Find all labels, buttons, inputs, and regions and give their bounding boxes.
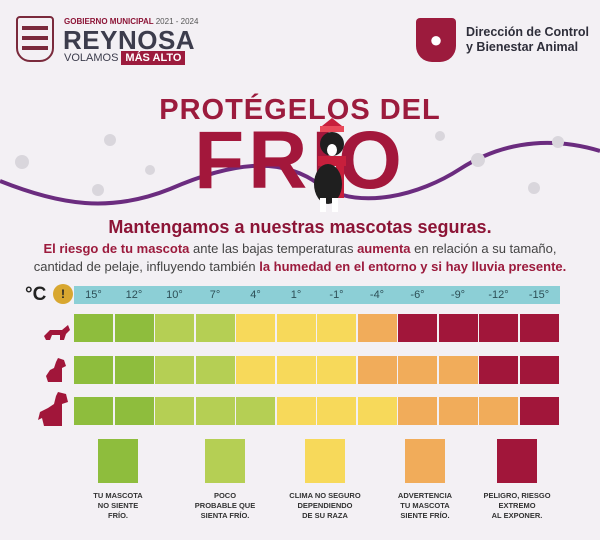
risk-cell — [357, 314, 397, 342]
risk-cell — [236, 314, 275, 342]
risk-cell — [519, 397, 559, 425]
municipal-crest-icon — [16, 16, 54, 62]
risk-cell — [438, 397, 478, 425]
legend-label-line: AL EXPONER. — [491, 511, 543, 520]
risk-cell — [438, 356, 478, 384]
risk-cell — [398, 397, 437, 425]
animal-welfare-logo-icon: ● — [416, 18, 456, 62]
dog-with-hat-illustration — [314, 118, 346, 212]
legend-label-line: ADVERTENCIA — [397, 491, 453, 500]
paw-prints-decoration — [15, 131, 564, 196]
temperature-label: -1° — [329, 289, 344, 301]
legend-label-line: CLIMA NO SEGURO — [289, 491, 361, 500]
risk-cell — [317, 397, 356, 425]
legend-label-line: SIENTA FRÍO. — [200, 511, 250, 520]
legend-label: POCO PROBABLE QUE SIENTA FRÍO. — [177, 491, 273, 521]
risk-cell — [519, 314, 559, 342]
risk-cell — [519, 356, 559, 384]
risk-cell — [479, 356, 518, 384]
body-text-line-2: cantidad de pelaje, influyendo también l… — [33, 259, 567, 274]
risk-cell — [276, 356, 316, 384]
risk-cell — [74, 397, 113, 425]
risk-cell — [398, 314, 437, 342]
temperature-label: 15° — [85, 289, 102, 301]
legend-swatch — [405, 439, 445, 483]
temperature-label: 7° — [209, 289, 221, 301]
legend-swatch — [98, 439, 138, 483]
risk-cell — [155, 314, 194, 342]
risk-cell — [479, 397, 518, 425]
temperature-label: -4° — [369, 289, 385, 301]
legend-label: ADVERTENCIA TU MASCOTA SIENTE FRÍO. — [377, 491, 473, 521]
government-label: GOBIERNO MUNICIPAL 2021 - 2024 — [64, 17, 199, 26]
risk-cell — [276, 397, 316, 425]
legend-label-line: POCO — [213, 491, 237, 500]
medium-dog-icon — [46, 358, 66, 382]
risk-cell — [155, 397, 194, 425]
legend-label-line: TU MASCOTA — [400, 501, 450, 510]
risk-cell — [357, 356, 397, 384]
legend-label: TU MASCOTA NO SIENTE FRÍO. — [70, 491, 166, 521]
legend-label-line: SIENTE FRÍO. — [400, 511, 450, 520]
risk-cell — [114, 356, 154, 384]
small-dog-icon — [44, 325, 70, 340]
temperature-bar: 15° 12° 10° 7° 4° 1° -1° -4° -6° -9° -12° -15° — [74, 286, 560, 304]
body-text-line-1: El riesgo de tu mascota ante las bajas t… — [43, 241, 557, 256]
risk-cell — [438, 314, 478, 342]
legend-label-line: DE SU RAZA — [302, 511, 348, 520]
legend-label-line: DEPENDIENDO — [297, 501, 353, 510]
legend-label: PELIGRO, RIESGO EXTREMO AL EXPONER. — [469, 491, 565, 521]
legend-label-line: TU MASCOTA — [93, 491, 143, 500]
risk-cell — [155, 356, 194, 384]
temperature-label: -12° — [488, 289, 509, 301]
risk-cell — [195, 314, 235, 342]
risk-cell — [114, 314, 154, 342]
celsius-unit-label: °C — [25, 284, 47, 305]
risk-cell — [74, 356, 113, 384]
risk-cell — [317, 356, 356, 384]
risk-cell — [114, 397, 154, 425]
temperature-label: -15° — [528, 289, 550, 301]
legend-swatch — [205, 439, 245, 483]
temperature-label: -6° — [410, 289, 425, 301]
risk-cell — [398, 356, 437, 384]
legend-label-line: PROBABLE QUE — [194, 501, 256, 510]
department-name: Dirección de Control y Bienestar Animal — [466, 25, 589, 54]
risk-row-large-dog — [74, 397, 560, 425]
legend-swatch — [497, 439, 537, 483]
legend-label-line: PELIGRO, RIESGO — [483, 491, 551, 500]
title-line-2: FRIO — [194, 115, 406, 206]
temperature-label: -9° — [450, 289, 466, 301]
legend-label: CLIMA NO SEGURO DEPENDIENDO DE SU RAZA — [277, 491, 373, 521]
risk-cell — [195, 356, 235, 384]
risk-cell — [276, 314, 316, 342]
risk-cell — [236, 397, 275, 425]
risk-cell — [236, 356, 275, 384]
risk-cell — [74, 314, 113, 342]
risk-cell — [195, 397, 235, 425]
warning-icon: ! — [53, 284, 73, 304]
city-name: REYNOSA — [63, 25, 196, 55]
risk-row-small-dog — [74, 314, 560, 342]
risk-cell — [357, 397, 397, 425]
legend-swatch — [305, 439, 345, 483]
legend-label-line: NO SIENTE — [97, 501, 139, 510]
large-dog-icon — [38, 392, 68, 426]
risk-cell — [317, 314, 356, 342]
subtitle: Mantengamos a nuestras mascotas seguras. — [108, 217, 492, 237]
legend-label-line: EXTREMO — [498, 501, 536, 510]
title-line-1: PROTÉGELOS DEL — [159, 94, 441, 126]
legend-label-line: FRÍO. — [108, 511, 128, 520]
risk-row-medium-dog — [74, 356, 560, 384]
risk-cell — [479, 314, 518, 342]
temperature-label: 1° — [290, 289, 302, 301]
slogan: VOLAMOS MÁS ALTO — [64, 51, 186, 65]
temperature-label: 4° — [250, 289, 261, 301]
temperature-label: 10° — [166, 289, 183, 301]
temperature-label: 12° — [125, 289, 143, 301]
